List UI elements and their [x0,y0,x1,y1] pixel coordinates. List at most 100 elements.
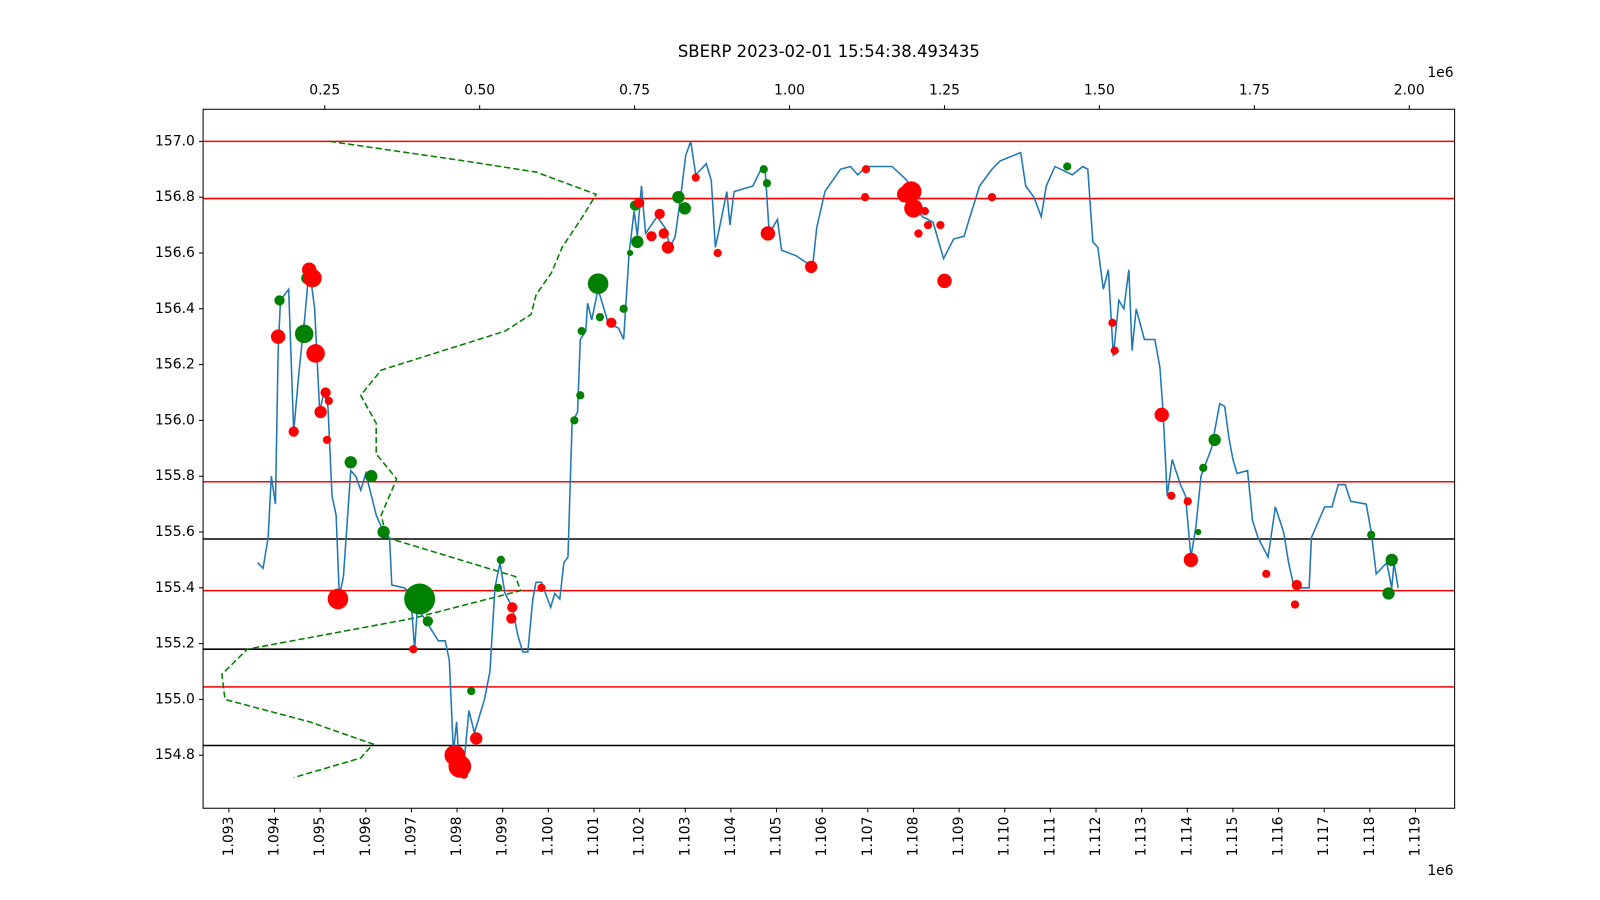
trade-marker [496,555,506,565]
y-tick-label: 155.4 [155,580,195,596]
trade-marker [631,235,644,249]
x2-tick-label: 1.50 [1084,83,1115,99]
trade-marker [314,405,327,419]
x2-tick-label: 1.00 [774,83,805,99]
x-tick-label: 1.108 [905,816,921,856]
trade-marker [1195,528,1202,536]
x-tick-label: 1.094 [267,816,283,856]
x-tick-label: 1.110 [997,816,1013,856]
x-tick-label: 1.106 [814,816,830,856]
trade-marker [1108,318,1117,327]
x-tick-label: 1.114 [1179,816,1195,856]
trade-marker [860,193,870,202]
plot-frame [202,108,1456,809]
trade-marker [805,260,818,274]
x-tick-label: 1.093 [221,816,237,856]
trade-marker [937,273,952,289]
x-tick-label: 1.113 [1134,816,1150,856]
trade-marker [1183,497,1192,506]
y-tick-label: 157.0 [155,133,195,149]
trade-marker [1385,553,1398,567]
y-tick-label: 156.4 [155,301,195,317]
trade-marker [661,241,675,254]
trade-marker [1183,552,1199,568]
chart-title: SBERP 2023-02-01 15:54:38.493435 [678,42,980,61]
trade-marker [306,344,325,363]
trade-marker [606,317,617,328]
trade-marker [1367,530,1376,539]
trade-marker [570,416,579,425]
x2-tick-label: 1.25 [929,83,960,99]
trade-marker [1199,463,1208,472]
trade-marker [672,190,685,204]
trade-marker [691,173,700,182]
x2-tick-label: 1.75 [1239,83,1270,99]
trade-marker [634,197,645,208]
trade-marker [344,456,357,469]
trade-marker [577,326,586,336]
x-tick-label: 1.115 [1225,816,1241,856]
trade-marker [920,207,929,216]
x2-tick-label: 0.25 [309,83,340,99]
trade-marker [320,387,331,398]
trade-marker [987,193,997,202]
x2-offset-label: 1e6 [1427,65,1453,81]
trade-marker [646,231,657,242]
x-tick-label: 1.119 [1407,816,1423,856]
trade-marker [576,391,585,400]
trade-marker [1110,346,1119,355]
x-tick-label: 1.095 [312,816,328,856]
y-tick-label: 154.8 [155,747,195,763]
trade-marker [1291,579,1302,591]
x-tick-label: 1.103 [677,816,693,856]
trade-marker [1167,491,1176,500]
trade-marker [459,770,469,779]
trade-marker [409,645,418,654]
trade-marker [1208,433,1221,447]
x-tick-label: 1.105 [769,816,785,856]
trade-marker [1290,600,1300,609]
y-tick-label: 156.8 [155,189,195,205]
x2-tick-label: 0.50 [464,83,495,99]
trade-marker [494,583,503,592]
trade-marker [294,324,314,344]
trade-marker [1262,569,1271,578]
trade-marker [936,220,945,230]
trade-marker [322,435,332,445]
x2-tick-label: 0.75 [619,83,650,99]
y-tick-label: 155.6 [155,524,195,540]
trade-marker [506,613,517,624]
trade-marker [713,248,722,258]
trade-marker [658,228,669,239]
trade-marker [678,202,691,215]
trade-marker [1154,407,1169,423]
trade-marker [760,226,776,241]
x-tick-label: 1.099 [495,816,511,856]
trade-marker [270,329,286,344]
volume-profile [221,140,598,779]
trade-marker [923,220,933,230]
x-tick-label: 1.112 [1088,816,1104,856]
trade-marker [626,249,634,257]
trade-marker [377,525,390,539]
trade-marker [467,686,476,696]
trade-marker [762,179,772,188]
x-tick-label: 1.101 [586,816,602,856]
y-tick-label: 155.2 [155,636,195,652]
trade-marker [327,588,349,610]
trade-marker [759,165,768,174]
x-tick-label: 1.098 [449,816,465,856]
trade-marker [303,268,322,288]
trade-marker [619,304,628,313]
y-tick-label: 156.2 [155,357,195,373]
x-tick-label: 1.116 [1271,816,1287,856]
x-tick-label: 1.118 [1362,816,1378,856]
trade-marker [365,470,378,483]
trade-marker [470,732,483,745]
trade-marker [288,426,299,437]
x-tick-label: 1.100 [540,816,556,856]
x-tick-label: 1.109 [951,816,967,856]
trade-marker [904,199,923,218]
